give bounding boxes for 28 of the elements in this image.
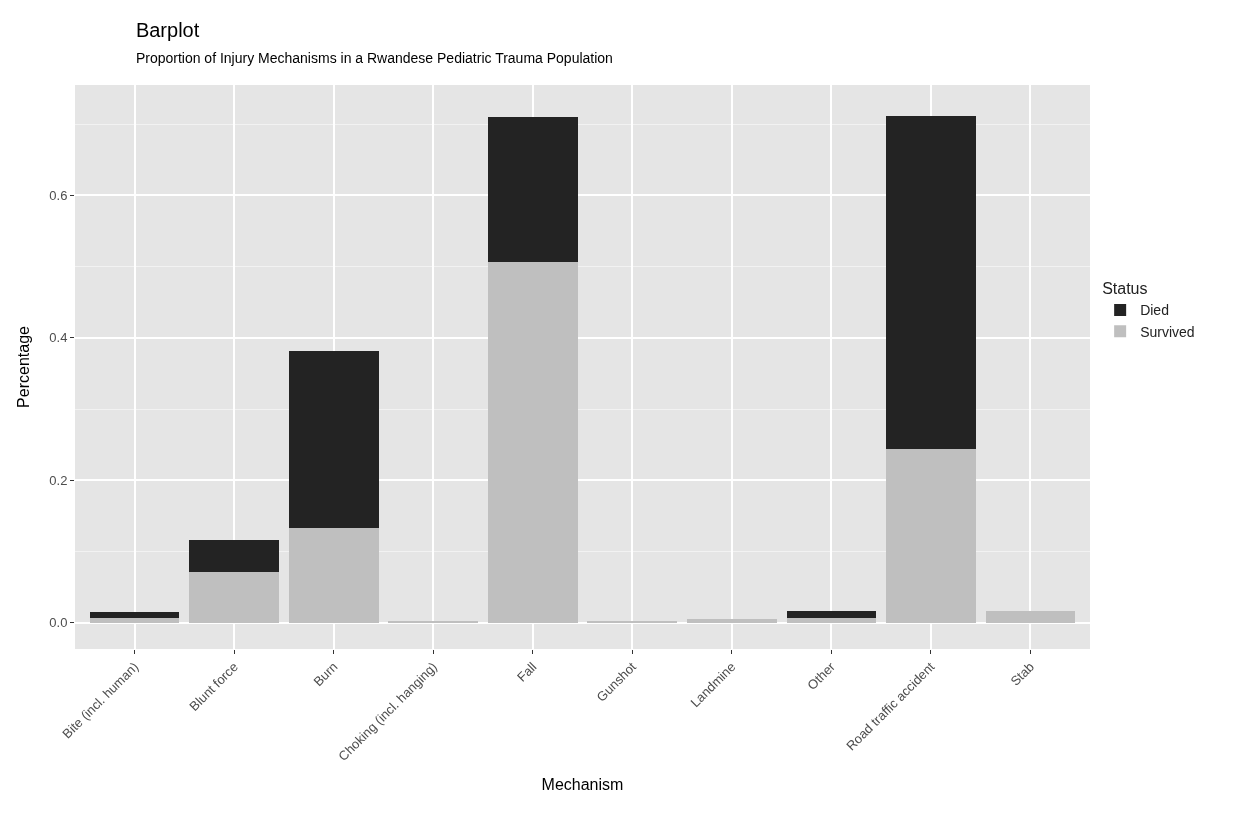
bar [786,617,877,623]
legend-label: Died [1140,302,1169,319]
bar [886,115,976,449]
y-tick-label: 0.0 [49,615,68,631]
chart-title: Barplot [135,18,200,41]
y-tick-label: 0.4 [49,330,68,346]
x-tick-label: Stab [1007,659,1038,689]
bar [288,351,379,528]
chart-subtitle: Proportion of Injury Mechanisms in a Rwandese Pediatric Trauma Population [135,49,613,66]
bar [89,611,180,618]
bar [89,617,180,623]
bar [786,611,877,618]
legend-label: Survived [1140,323,1195,340]
bar [985,611,1076,623]
y-tick-label: 0.2 [49,472,68,488]
y-tick-label: 0.6 [49,187,68,203]
bar [487,117,578,262]
bar [487,261,578,623]
legend-title: Status [1102,280,1148,298]
y-axis-title: Percentage [15,325,33,408]
bar [886,448,976,623]
bar [686,619,777,623]
bar [189,540,279,573]
x-axis-title: Mechanism [541,775,624,793]
x-tick-label: Burn [310,659,341,690]
bar [288,527,379,623]
x-tick-label: Fall [514,659,540,685]
bar [189,572,279,623]
